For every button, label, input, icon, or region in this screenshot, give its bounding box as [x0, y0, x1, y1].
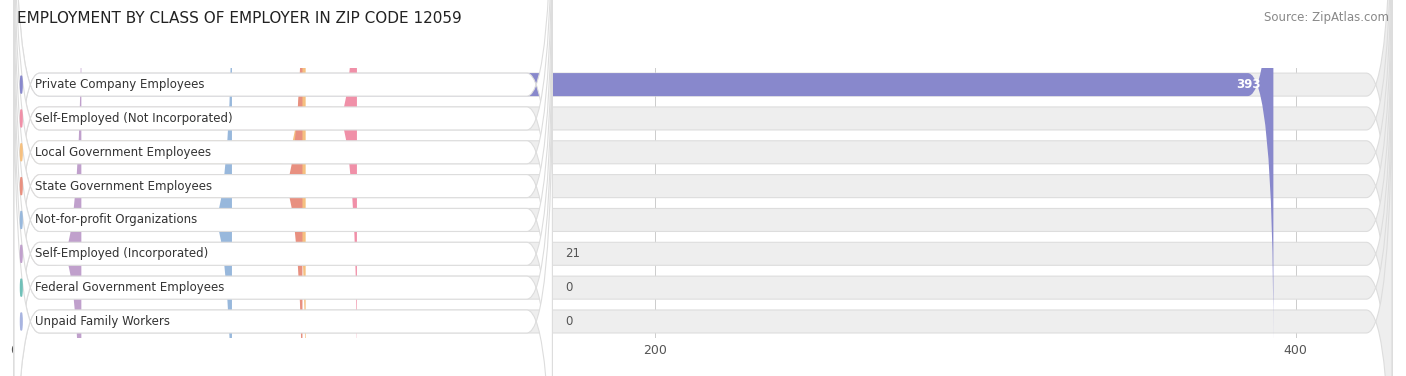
FancyBboxPatch shape: [14, 62, 553, 376]
FancyBboxPatch shape: [14, 0, 302, 376]
Text: 21: 21: [565, 247, 581, 260]
FancyBboxPatch shape: [14, 0, 1392, 376]
Circle shape: [21, 245, 22, 262]
FancyBboxPatch shape: [14, 0, 232, 376]
FancyBboxPatch shape: [14, 0, 553, 376]
Circle shape: [21, 110, 22, 127]
FancyBboxPatch shape: [14, 0, 553, 376]
FancyBboxPatch shape: [14, 0, 1392, 344]
FancyBboxPatch shape: [14, 0, 305, 376]
Text: 91: 91: [277, 146, 292, 159]
FancyBboxPatch shape: [14, 0, 553, 376]
Text: EMPLOYMENT BY CLASS OF EMPLOYER IN ZIP CODE 12059: EMPLOYMENT BY CLASS OF EMPLOYER IN ZIP C…: [17, 11, 461, 26]
FancyBboxPatch shape: [14, 29, 1392, 376]
Circle shape: [21, 144, 22, 161]
FancyBboxPatch shape: [14, 0, 1392, 376]
Circle shape: [21, 76, 22, 93]
FancyBboxPatch shape: [14, 0, 1392, 376]
Text: Self-Employed (Incorporated): Self-Employed (Incorporated): [35, 247, 208, 260]
Text: 107: 107: [319, 112, 344, 125]
Text: 393: 393: [1236, 78, 1261, 91]
Text: State Government Employees: State Government Employees: [35, 180, 212, 193]
Text: 68: 68: [202, 214, 219, 226]
Circle shape: [21, 313, 22, 330]
FancyBboxPatch shape: [14, 0, 357, 376]
Text: Source: ZipAtlas.com: Source: ZipAtlas.com: [1264, 11, 1389, 24]
Text: Not-for-profit Organizations: Not-for-profit Organizations: [35, 214, 197, 226]
FancyBboxPatch shape: [14, 62, 1392, 376]
Circle shape: [21, 177, 22, 195]
FancyBboxPatch shape: [14, 29, 553, 376]
FancyBboxPatch shape: [14, 0, 553, 376]
FancyBboxPatch shape: [14, 0, 553, 344]
Text: Unpaid Family Workers: Unpaid Family Workers: [35, 315, 170, 328]
Text: Self-Employed (Not Incorporated): Self-Employed (Not Incorporated): [35, 112, 232, 125]
FancyBboxPatch shape: [14, 0, 82, 376]
FancyBboxPatch shape: [14, 0, 1392, 376]
FancyBboxPatch shape: [14, 0, 553, 376]
Text: 0: 0: [565, 315, 572, 328]
FancyBboxPatch shape: [14, 0, 1392, 376]
Text: Federal Government Employees: Federal Government Employees: [35, 281, 225, 294]
Text: Local Government Employees: Local Government Employees: [35, 146, 211, 159]
Circle shape: [21, 211, 22, 229]
Text: 0: 0: [565, 281, 572, 294]
FancyBboxPatch shape: [14, 0, 1274, 344]
Text: 90: 90: [273, 180, 290, 193]
Text: Private Company Employees: Private Company Employees: [35, 78, 204, 91]
Circle shape: [21, 279, 22, 296]
